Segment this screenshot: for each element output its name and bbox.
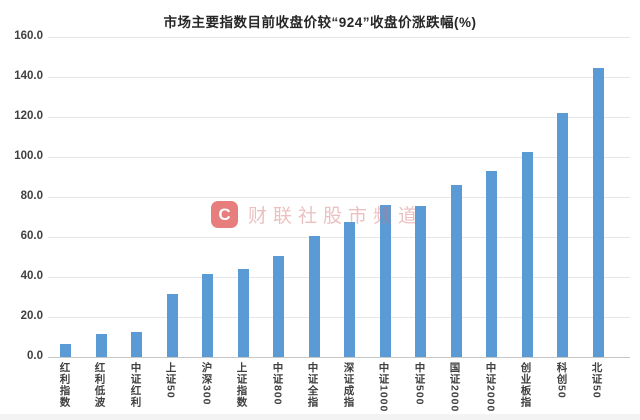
x-axis-category-label: 科创50 <box>555 362 568 399</box>
bar <box>202 274 213 357</box>
x-axis-category-label: 中证800 <box>271 362 284 406</box>
bar <box>96 334 107 357</box>
bar <box>131 332 142 357</box>
y-axis-tick-label: 160.0 <box>14 30 43 42</box>
gridline <box>48 237 630 238</box>
y-axis-tick-label: 0.0 <box>27 350 43 362</box>
x-axis-category-label: 中证红利 <box>129 362 142 408</box>
y-axis-tick-label: 80.0 <box>20 190 43 202</box>
gridline <box>48 77 630 78</box>
gridline <box>48 197 630 198</box>
x-axis-category-label: 国证2000 <box>448 362 461 413</box>
cailianshe-logo-icon: C <box>211 201 238 228</box>
gridline <box>48 117 630 118</box>
bar <box>380 205 391 357</box>
x-axis-line <box>48 357 630 358</box>
bar <box>167 294 178 357</box>
watermark-text: 财联社股市频道 <box>248 206 424 227</box>
x-axis-category-label: 北证50 <box>590 362 603 399</box>
bar <box>522 152 533 357</box>
bar <box>309 236 320 357</box>
bar <box>344 222 355 357</box>
x-axis-category-label: 沪深300 <box>200 362 213 406</box>
x-axis-category-label: 中证1000 <box>377 362 390 413</box>
bar <box>415 206 426 357</box>
bar <box>238 269 249 357</box>
chart-title: 市场主要指数目前收盘价较“924”收盘价涨跌幅(%) <box>163 15 477 30</box>
x-axis-category-label: 上证指数 <box>235 362 248 408</box>
bar <box>60 344 71 357</box>
gridline <box>48 277 630 278</box>
bar <box>593 68 604 357</box>
bar <box>273 256 284 357</box>
bar <box>486 171 497 357</box>
gridline <box>48 317 630 318</box>
y-axis-tick-label: 100.0 <box>14 150 43 162</box>
x-axis-category-label: 上证50 <box>164 362 177 399</box>
bar <box>451 185 462 357</box>
y-axis-tick-label: 140.0 <box>14 70 43 82</box>
y-axis-tick-label: 60.0 <box>20 230 43 242</box>
watermark-logo-letter: C <box>218 204 231 224</box>
gridline <box>48 157 630 158</box>
footer-strip <box>0 414 640 420</box>
x-axis-category-label: 深证成指 <box>342 362 355 408</box>
x-axis-category-label: 红利低波 <box>93 362 106 408</box>
x-axis-category-label: 中证500 <box>413 362 426 406</box>
x-axis-category-label: 中证2000 <box>484 362 497 413</box>
bar <box>557 113 568 357</box>
x-axis-category-label: 创业板指 <box>519 362 532 408</box>
x-axis-category-label: 中证全指 <box>306 362 319 408</box>
y-axis-tick-label: 20.0 <box>20 310 43 322</box>
y-axis-tick-label: 40.0 <box>20 270 43 282</box>
x-axis-category-label: 红利指数 <box>58 362 71 408</box>
watermark: C 财联社股市频道 <box>211 201 423 228</box>
gridline <box>48 37 630 38</box>
y-axis-tick-label: 120.0 <box>14 110 43 122</box>
